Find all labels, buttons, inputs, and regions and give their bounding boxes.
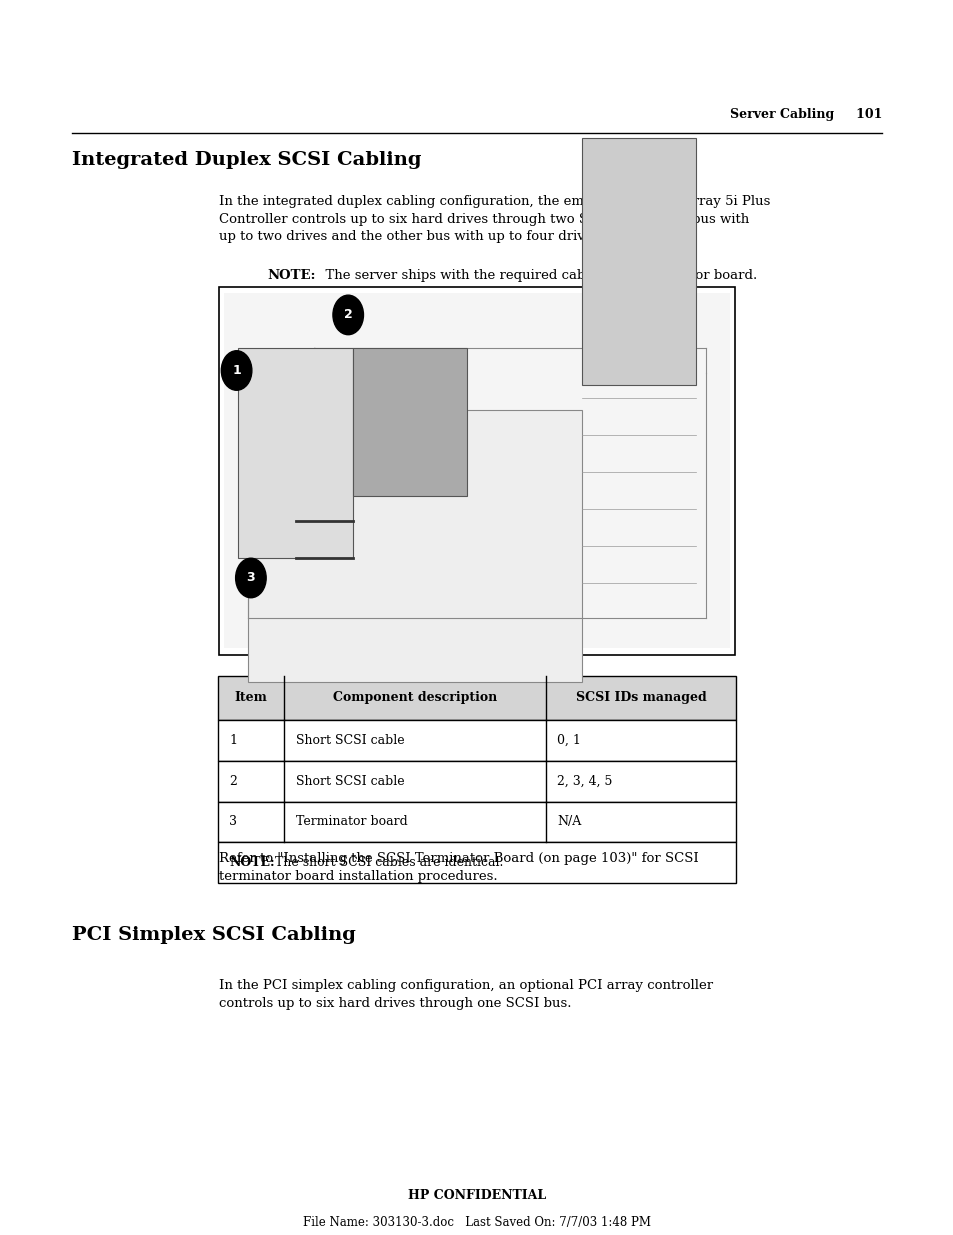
Text: 3: 3 (246, 572, 255, 584)
Bar (217, 802, 736, 842)
Text: NOTE:: NOTE: (229, 856, 274, 869)
Bar (353, 348, 467, 496)
Bar (217, 761, 736, 802)
Text: In the PCI simplex cabling configuration, an optional PCI array controller
contr: In the PCI simplex cabling configuration… (219, 979, 713, 1010)
Bar (217, 720, 736, 761)
Text: Component description: Component description (333, 692, 497, 704)
Text: Terminator board: Terminator board (295, 815, 407, 829)
Text: 1: 1 (232, 364, 241, 377)
Text: In the integrated duplex cabling configuration, the embedded Smart Array 5i Plus: In the integrated duplex cabling configu… (219, 195, 770, 243)
Circle shape (221, 351, 252, 390)
Text: 1: 1 (229, 734, 236, 747)
Text: Short SCSI cable: Short SCSI cable (295, 774, 404, 788)
Text: 2, 3, 4, 5: 2, 3, 4, 5 (557, 774, 612, 788)
Text: Refer to "Installing the SCSI Terminator Board (on page 103)" for SCSI
terminato: Refer to "Installing the SCSI Terminator… (219, 852, 699, 883)
Text: Server Cabling     101: Server Cabling 101 (729, 107, 882, 121)
Text: 2: 2 (229, 774, 236, 788)
Circle shape (235, 558, 266, 598)
Text: Item: Item (234, 692, 267, 704)
Bar (217, 842, 736, 883)
Text: Integrated Duplex SCSI Cabling: Integrated Duplex SCSI Cabling (71, 151, 420, 169)
Text: PCI Simplex SCSI Cabling: PCI Simplex SCSI Cabling (71, 926, 355, 945)
Bar (224, 293, 729, 648)
Text: NOTE:: NOTE: (267, 269, 315, 283)
Bar (581, 138, 696, 385)
Bar (219, 287, 734, 655)
Bar (238, 348, 353, 558)
Text: 2: 2 (343, 309, 353, 321)
Bar (248, 410, 581, 682)
Text: 3: 3 (229, 815, 236, 829)
Text: File Name: 303130-3.doc   Last Saved On: 7/7/03 1:48 PM: File Name: 303130-3.doc Last Saved On: 7… (303, 1216, 650, 1230)
Text: 0, 1: 0, 1 (557, 734, 580, 747)
Text: The short SCSI cables are identical.: The short SCSI cables are identical. (274, 856, 502, 869)
Text: HP CONFIDENTIAL: HP CONFIDENTIAL (408, 1189, 545, 1203)
Circle shape (333, 295, 363, 335)
Text: Short SCSI cable: Short SCSI cable (295, 734, 404, 747)
Text: N/A: N/A (557, 815, 580, 829)
Bar (217, 676, 736, 720)
Text: The server ships with the required cables and terminator board.: The server ships with the required cable… (316, 269, 756, 283)
Text: SCSI IDs managed: SCSI IDs managed (575, 692, 706, 704)
